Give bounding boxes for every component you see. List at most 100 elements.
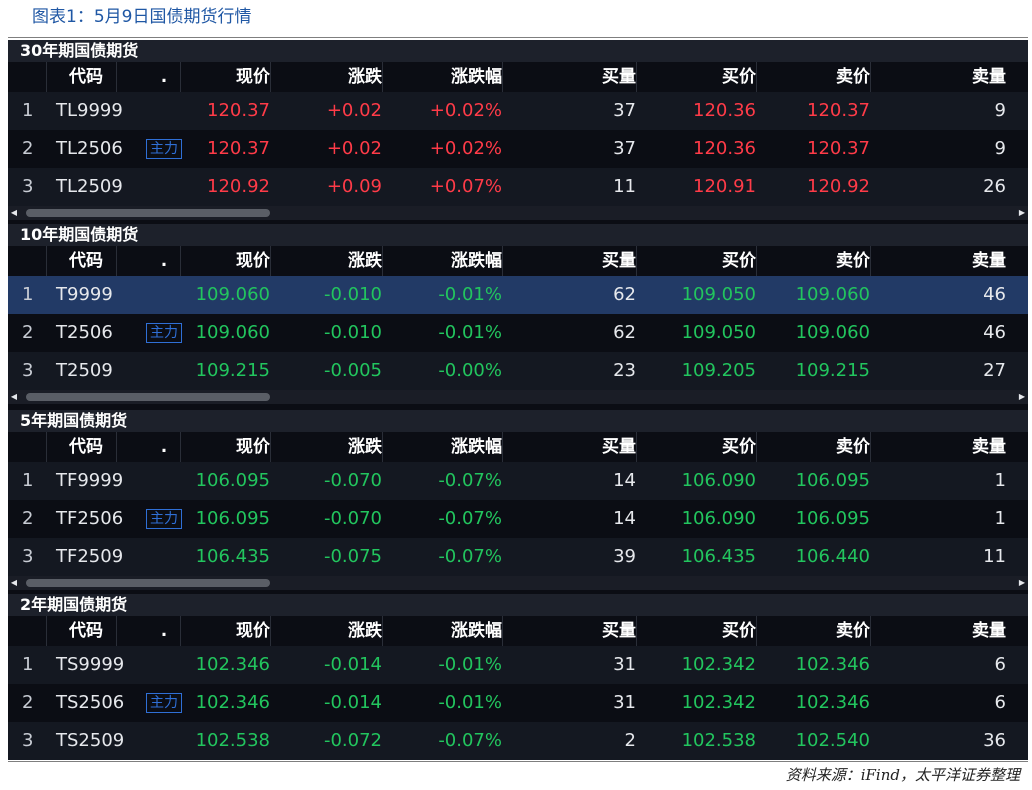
scroll-right-icon[interactable]: ▶ — [1018, 208, 1026, 217]
cell-sell-vol: 46 — [983, 322, 1006, 343]
cell-change: +0.02 — [326, 138, 382, 159]
column-header-change[interactable]: 涨跌 — [348, 621, 382, 641]
cell-bid: 106.090 — [681, 470, 756, 491]
table-row[interactable]: 2 TS2506 102.346 -0.014 -0.01% 31 102.342 102.3… — [8, 684, 1028, 722]
column-header-sell-vol[interactable]: 卖量 — [972, 437, 1006, 457]
table-row[interactable]: 3 TF2509 106.435 -0.075 -0.07% 39 106.435 106.4… — [8, 538, 1028, 576]
column-separator — [636, 616, 637, 646]
cell-buy-vol: 31 — [613, 692, 636, 713]
column-header-row: 代码. 现价 涨跌 涨跌幅 买量 买价 卖价 卖量 — [8, 616, 1028, 646]
section-title: 10年期国债期货 — [8, 224, 1028, 246]
cell-change: -0.075 — [323, 546, 382, 567]
cell-pct: -0.00% — [438, 360, 502, 381]
table-row[interactable]: 1 T9999 109.060 -0.010 -0.01% 62 109.050 109.06… — [8, 276, 1028, 314]
column-header-pct[interactable]: 涨跌幅 — [451, 67, 502, 87]
horizontal-scrollbar[interactable]: ◀ ▶ — [8, 390, 1028, 404]
table-row[interactable]: 3 T2509 109.215 -0.005 -0.00% 23 109.205 109.21… — [8, 352, 1028, 390]
column-header-change[interactable]: 涨跌 — [348, 437, 382, 457]
cell-idx: 2 — [22, 322, 34, 343]
column-header-pct[interactable]: 涨跌幅 — [451, 437, 502, 457]
table-row[interactable]: 1 TF9999 106.095 -0.070 -0.07% 14 106.090 106.0… — [8, 462, 1028, 500]
scroll-left-icon[interactable]: ◀ — [10, 392, 18, 401]
column-header-price[interactable]: 现价 — [236, 251, 270, 271]
column-header-price[interactable]: 现价 — [236, 67, 270, 87]
section-title: 30年期国债期货 — [8, 40, 1028, 62]
cell-price: 109.215 — [195, 360, 270, 381]
scroll-left-icon[interactable]: ◀ — [10, 578, 18, 587]
main-contract-badge: 主力 — [146, 139, 182, 159]
cell-ask: 120.92 — [807, 176, 870, 197]
column-header-change[interactable]: 涨跌 — [348, 251, 382, 271]
column-header-pct[interactable]: 涨跌幅 — [451, 621, 502, 641]
horizontal-scrollbar[interactable]: ◀ ▶ — [8, 576, 1028, 590]
section-2: 5年期国债期货 代码. 现价 涨跌 涨跌幅 买量 买价 卖价 卖量 1 TF9999 106.095 -… — [8, 410, 1028, 590]
column-header-bid[interactable]: 买价 — [722, 621, 756, 641]
scroll-thumb[interactable] — [26, 393, 270, 401]
cell-price: 106.435 — [195, 546, 270, 567]
column-separator — [756, 246, 757, 276]
table-row[interactable]: 2 TF2506 106.095 -0.070 -0.07% 14 106.090 106.0… — [8, 500, 1028, 538]
column-header-ask[interactable]: 卖价 — [836, 621, 870, 641]
table-row[interactable]: 2 T2506 109.060 -0.010 -0.01% 62 109.050 109.06… — [8, 314, 1028, 352]
table-row[interactable]: 1 TS9999 102.346 -0.014 -0.01% 31 102.342 102.3… — [8, 646, 1028, 684]
column-header-row: 代码. 现价 涨跌 涨跌幅 买量 买价 卖价 卖量 — [8, 432, 1028, 462]
column-header-bid[interactable]: 买价 — [722, 251, 756, 271]
scroll-thumb[interactable] — [26, 579, 270, 587]
column-header-sell-vol[interactable]: 卖量 — [972, 621, 1006, 641]
cell-bid: 109.050 — [681, 322, 756, 343]
cell-price: 120.37 — [207, 100, 270, 121]
column-header-sell-vol[interactable]: 卖量 — [972, 67, 1006, 87]
column-header-bid[interactable]: 买价 — [722, 67, 756, 87]
cell-price: 109.060 — [195, 284, 270, 305]
column-header-row: 代码. 现价 涨跌 涨跌幅 买量 买价 卖价 卖量 — [8, 246, 1028, 276]
column-header-dot[interactable]: . — [160, 67, 168, 87]
column-header-dot[interactable]: . — [160, 437, 168, 457]
column-header-change[interactable]: 涨跌 — [348, 67, 382, 87]
column-header-buy-vol[interactable]: 买量 — [602, 437, 636, 457]
column-header-price[interactable]: 现价 — [236, 437, 270, 457]
column-separator — [180, 246, 181, 276]
column-header-buy-vol[interactable]: 买量 — [602, 67, 636, 87]
column-header-price[interactable]: 现价 — [236, 621, 270, 641]
section-1: 10年期国债期货 代码. 现价 涨跌 涨跌幅 买量 买价 卖价 卖量 1 T9999 109.060 -… — [8, 224, 1028, 404]
column-separator — [502, 246, 503, 276]
column-header-dot[interactable]: . — [160, 621, 168, 641]
column-header-ask[interactable]: 卖价 — [836, 251, 870, 271]
horizontal-scrollbar[interactable]: ◀ ▶ — [8, 206, 1028, 220]
column-header-sell-vol[interactable]: 卖量 — [972, 251, 1006, 271]
cell-idx: 2 — [22, 692, 34, 713]
scroll-right-icon[interactable]: ▶ — [1018, 578, 1026, 587]
column-header-code[interactable]: 代码 — [69, 67, 103, 87]
cell-tag: 主力 — [144, 130, 184, 168]
column-separator — [502, 432, 503, 462]
scroll-thumb[interactable] — [26, 209, 270, 217]
column-header-dot[interactable]: . — [160, 251, 168, 271]
figure-title: 图表1：5月9日国债期货行情 — [32, 7, 252, 27]
column-separator — [382, 246, 383, 276]
table-row[interactable]: 3 TL2509 120.92 +0.09 +0.07% 11 120.91 120.92 26 — [8, 168, 1028, 206]
section-3: 2年期国债期货 代码. 现价 涨跌 涨跌幅 买量 买价 卖价 卖量 1 TS9999 102.346 -… — [8, 594, 1028, 760]
column-header-ask[interactable]: 卖价 — [836, 67, 870, 87]
scroll-left-icon[interactable]: ◀ — [10, 208, 18, 217]
cell-buy-vol: 62 — [613, 284, 636, 305]
column-header-pct[interactable]: 涨跌幅 — [451, 251, 502, 271]
cell-sell-vol: 1 — [994, 470, 1006, 491]
column-separator — [116, 616, 117, 646]
column-separator — [870, 62, 871, 92]
scroll-right-icon[interactable]: ▶ — [1018, 392, 1026, 401]
cell-pct: -0.01% — [438, 284, 502, 305]
column-header-buy-vol[interactable]: 买量 — [602, 251, 636, 271]
column-header-ask[interactable]: 卖价 — [836, 437, 870, 457]
bottom-divider — [8, 761, 1028, 762]
cell-idx: 1 — [22, 654, 34, 675]
column-header-bid[interactable]: 买价 — [722, 437, 756, 457]
table-row[interactable]: 1 TL9999 120.37 +0.02 +0.02% 37 120.36 120.37 9 — [8, 92, 1028, 130]
column-header-code[interactable]: 代码 — [69, 621, 103, 641]
column-header-code[interactable]: 代码 — [69, 437, 103, 457]
table-row[interactable]: 2 TL2506 120.37 +0.02 +0.02% 37 120.36 120.37 9 主… — [8, 130, 1028, 168]
cell-ask: 106.440 — [795, 546, 870, 567]
column-header-buy-vol[interactable]: 买量 — [602, 621, 636, 641]
table-row[interactable]: 3 TS2509 102.538 -0.072 -0.07% 2 102.538 102.54… — [8, 722, 1028, 760]
column-header-code[interactable]: 代码 — [69, 251, 103, 271]
column-separator — [636, 246, 637, 276]
